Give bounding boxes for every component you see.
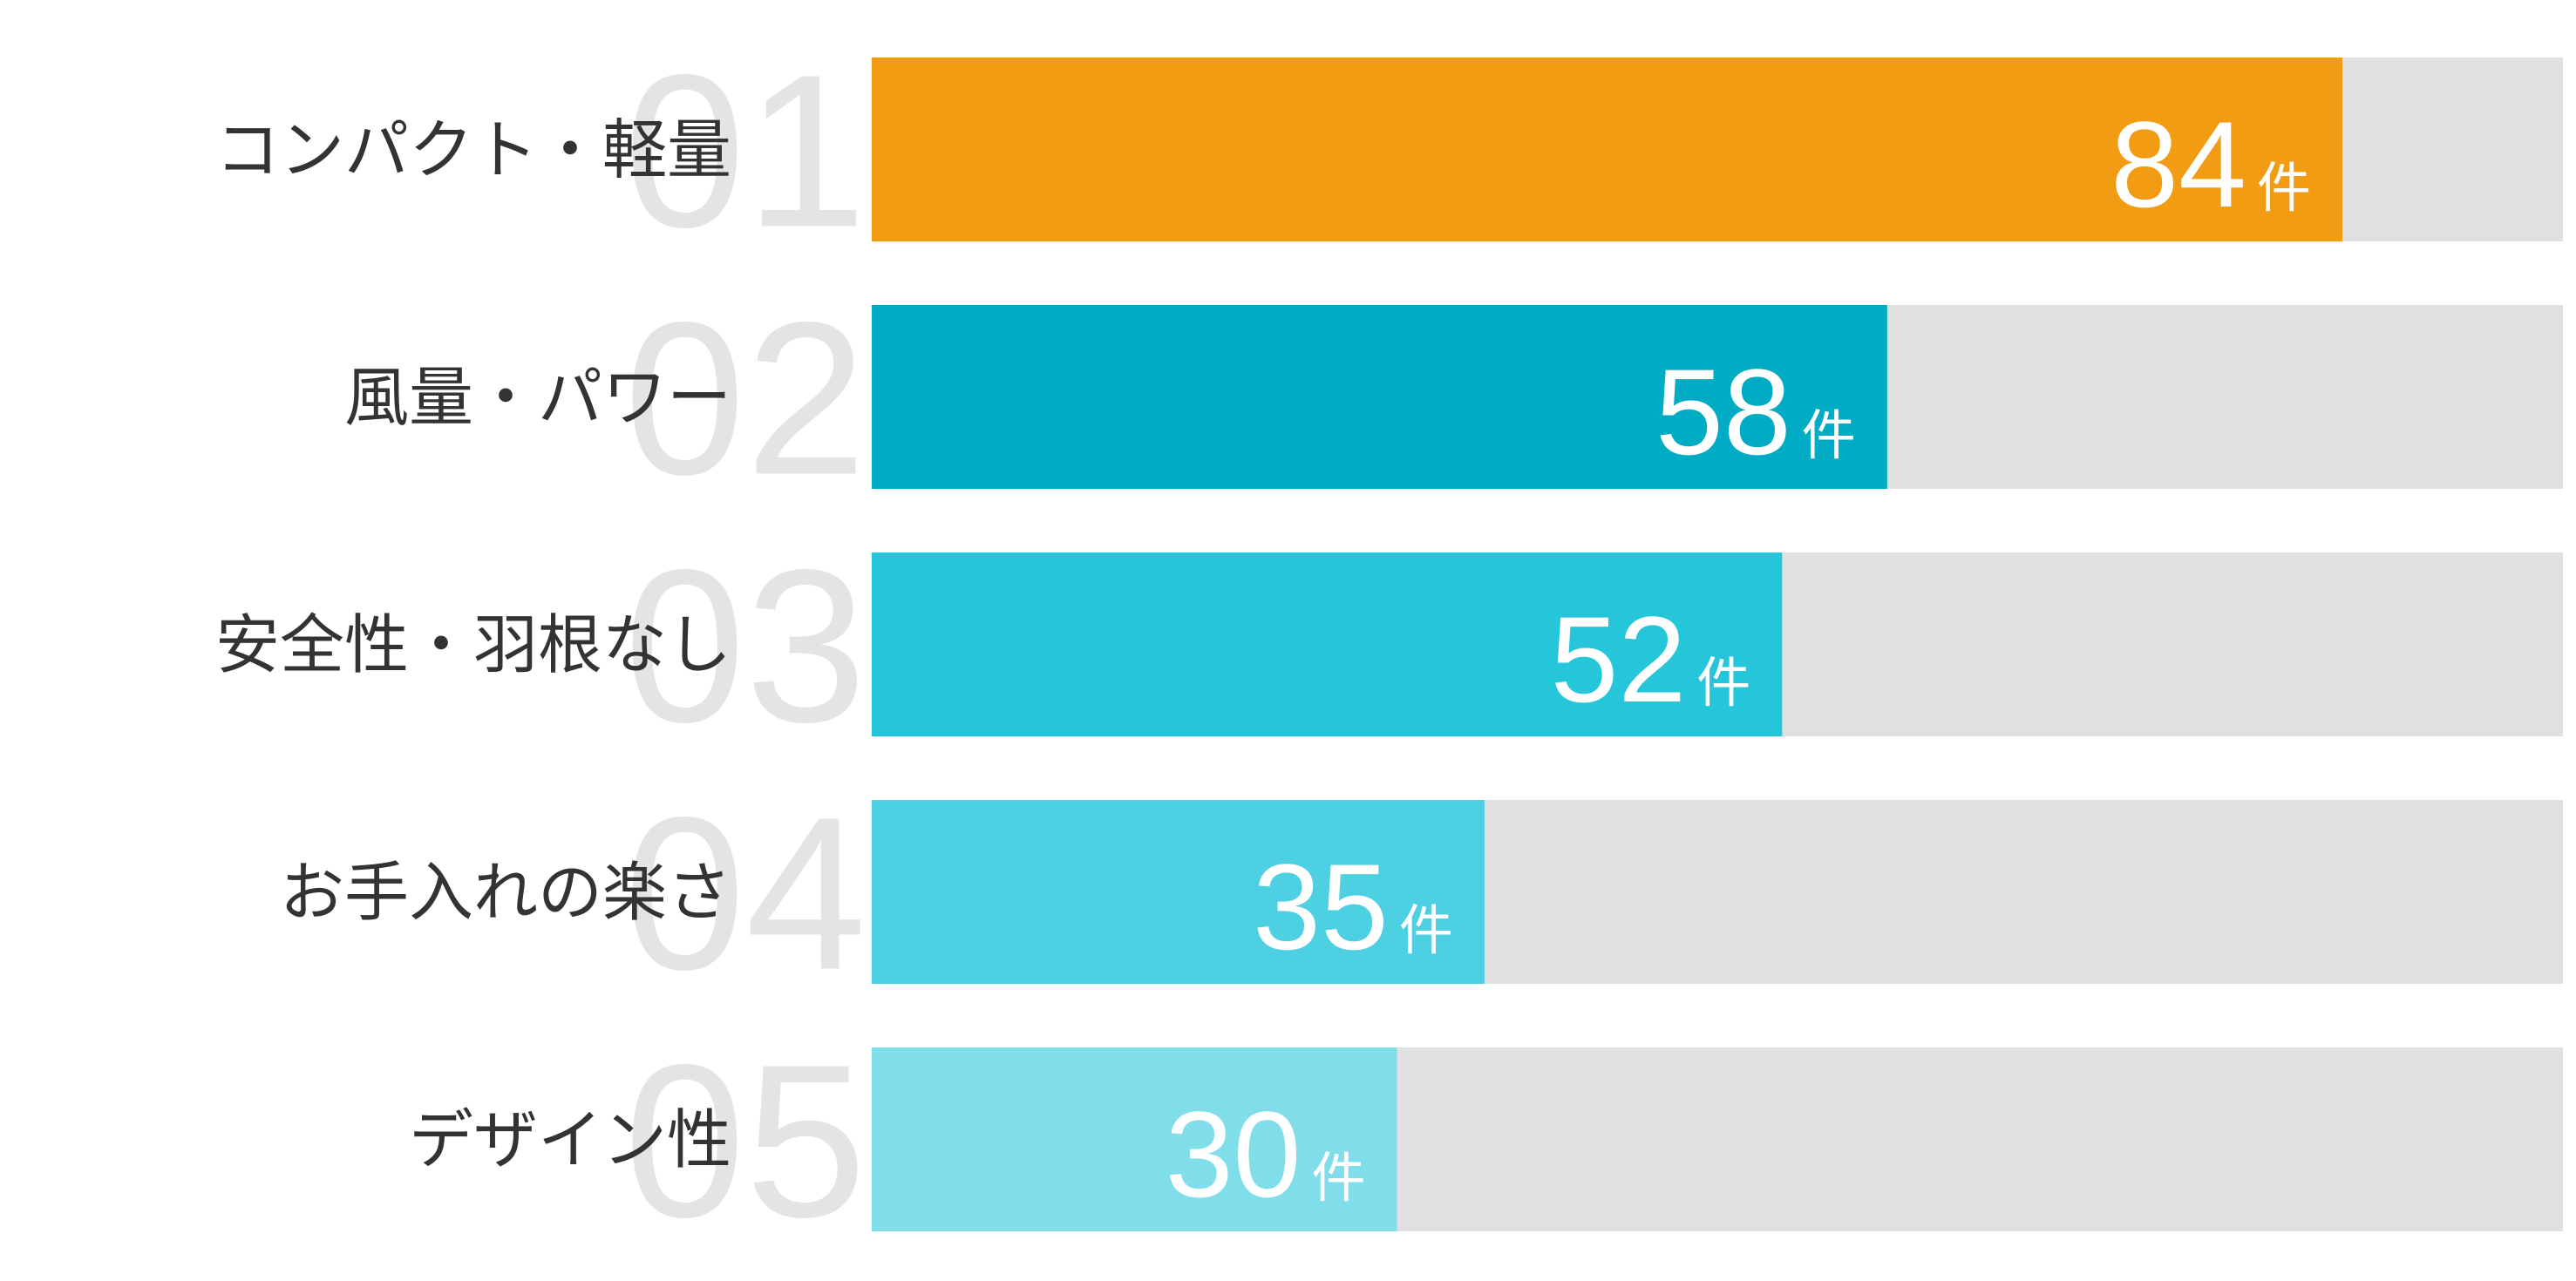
value-number: 84 [2110,96,2246,233]
bar [872,305,1887,489]
value-number: 30 [1166,1086,1302,1223]
category-label: お手入れの楽さ [280,856,731,931]
value-label: 35 件 [1253,838,1453,975]
value-unit: 件 [1399,898,1453,962]
bar [872,58,2342,241]
value-number: 35 [1253,838,1389,975]
rank-number: 02 [624,277,867,520]
category-label: 安全性・羽根なし [215,608,731,683]
value-label: 30 件 [1166,1086,1366,1223]
value-unit: 件 [1802,403,1856,467]
value-unit: 件 [1311,1146,1365,1210]
rank-number: 03 [624,525,867,768]
category-label: 風量・パワー [344,361,731,436]
value-number: 58 [1655,343,1791,480]
value-unit: 件 [2257,156,2311,220]
rank-number: 04 [624,772,867,1015]
category-label: コンパクト・軽量 [215,113,731,188]
value-label: 52 件 [1551,591,1751,728]
category-label: デザイン性 [409,1103,731,1178]
bar [872,1047,1397,1231]
rank-number: 01 [624,30,867,273]
rank-number: 05 [624,1020,867,1263]
value-label: 84 件 [2110,96,2311,233]
value-number: 52 [1551,591,1687,728]
bar [872,800,1485,984]
value-label: 58 件 [1655,343,1856,480]
bar [872,552,1783,736]
value-unit: 件 [1696,651,1750,715]
